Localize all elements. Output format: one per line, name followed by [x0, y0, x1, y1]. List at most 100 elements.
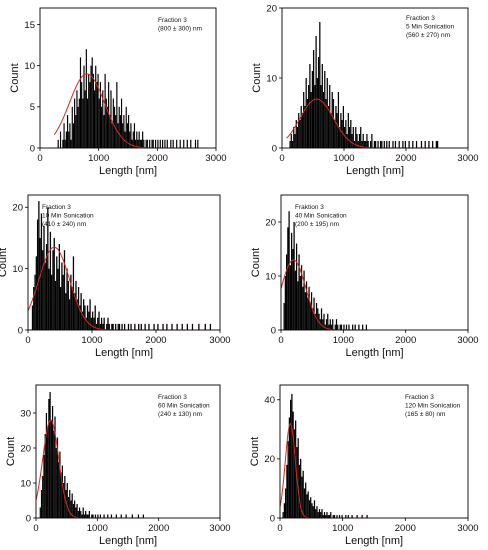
histogram-bar	[103, 514, 105, 518]
histogram-bar	[295, 120, 297, 148]
histogram-bar	[154, 139, 157, 148]
histogram-bar	[328, 515, 331, 518]
histogram-bar	[392, 141, 394, 148]
histogram-bar	[79, 57, 82, 148]
histogram-bar	[143, 139, 145, 148]
histogram-bar	[308, 500, 311, 518]
histogram-bar	[321, 64, 323, 148]
histogram-bar	[133, 123, 136, 148]
histogram-bar	[118, 323, 121, 330]
histogram-bar	[60, 287, 62, 330]
histogram-bar	[362, 134, 364, 148]
histogram-bar	[49, 392, 51, 518]
y-axis-label: Count	[249, 437, 261, 466]
histogram-bar	[56, 256, 58, 330]
histogram-bar	[118, 106, 120, 148]
histogram-bar	[317, 57, 320, 148]
histogram-bar	[115, 115, 117, 148]
histogram-bar	[48, 399, 50, 518]
x-tick-label: 2000	[145, 335, 166, 346]
histogram-bar	[291, 141, 294, 148]
histogram-bar	[323, 512, 326, 518]
histogram-bar	[42, 250, 44, 330]
histogram-bar	[138, 323, 140, 330]
histogram-bar	[106, 323, 108, 330]
histogram-bar	[345, 324, 348, 330]
histogram-bar	[336, 515, 338, 518]
histogram-bar	[131, 514, 133, 518]
histogram-bar	[383, 141, 385, 148]
histogram-bar	[424, 141, 426, 148]
histogram-bar	[53, 430, 55, 518]
histogram-bar	[43, 225, 45, 330]
histogram-bar	[435, 141, 437, 148]
histogram-bar	[76, 504, 78, 518]
panel-annotation: (240 ± 130) nm	[158, 411, 202, 418]
histogram-bar	[370, 141, 372, 148]
histogram-bar	[115, 323, 117, 330]
histogram-bar	[302, 286, 304, 330]
histogram-bar	[102, 90, 104, 148]
y-axis-label: Count	[251, 63, 263, 92]
histogram-bar	[191, 323, 194, 330]
x-tick-label: 0	[277, 523, 282, 534]
histogram-bar	[110, 514, 113, 518]
histogram-bar	[59, 131, 62, 148]
histogram-bar	[104, 73, 106, 148]
histogram-bar	[49, 231, 52, 330]
histogram-bar	[115, 514, 117, 518]
histogram-bar	[288, 417, 291, 518]
histogram-bar	[152, 139, 154, 148]
histogram-bar	[304, 292, 306, 330]
histogram-bar	[325, 515, 327, 518]
histogram-bar	[412, 141, 414, 148]
histogram-bar	[354, 324, 356, 330]
histogram-bar	[68, 299, 71, 330]
histogram-bar	[292, 411, 294, 518]
histogram-bar	[289, 265, 291, 330]
histogram-panel-5: 0 1000 2000 3000 0 10 20 30 Length [nm] Count Frac…	[5, 384, 231, 547]
histogram-bar	[83, 65, 85, 148]
histogram-bar	[140, 323, 142, 330]
histogram-bar	[286, 464, 288, 518]
x-tick-label: 0	[37, 153, 42, 164]
y-tick-label: 0	[270, 513, 275, 524]
histogram-bar	[103, 115, 105, 148]
histogram-bar	[79, 305, 81, 330]
histogram-bar	[314, 313, 316, 330]
histogram-bar	[57, 139, 59, 148]
histogram-bar	[298, 254, 300, 330]
x-tick-label: 1000	[88, 153, 109, 164]
histogram-bar	[50, 420, 52, 518]
histogram-bar	[301, 113, 304, 148]
y-axis-label: Count	[0, 248, 9, 277]
histogram-bar	[67, 497, 70, 518]
histogram-bar	[327, 106, 330, 148]
histogram-bar	[330, 324, 333, 330]
histogram-bar	[377, 141, 379, 148]
y-tick-label: 30	[20, 408, 31, 419]
histogram-bar	[39, 507, 41, 518]
histogram-bar	[342, 106, 344, 148]
panel-annotation: (560 ± 270) nm	[406, 32, 450, 39]
histogram-bar	[290, 232, 293, 330]
x-axis-label: Length [nm]	[345, 535, 403, 547]
x-axis-label: Length [nm]	[346, 165, 404, 177]
histogram-bar	[317, 512, 319, 518]
histogram-bar	[352, 127, 354, 148]
histogram-bar	[44, 434, 46, 518]
histogram-bar	[69, 123, 71, 148]
panel-annotation: (800 ± 300) nm	[158, 26, 202, 33]
y-tick-label: 0	[272, 143, 277, 154]
histogram-bar	[57, 268, 59, 330]
histogram-bar	[85, 49, 87, 148]
x-tick-label: 2000	[148, 523, 169, 534]
histogram-bar	[347, 515, 349, 518]
y-tick-label: 20	[266, 3, 277, 14]
panel-annotation: Fraction 3	[158, 17, 187, 24]
histogram-bar	[87, 514, 89, 518]
histogram-bar	[138, 131, 140, 148]
histogram-bar	[352, 324, 354, 330]
histogram-bar	[51, 406, 54, 518]
histogram-bar	[325, 99, 327, 148]
